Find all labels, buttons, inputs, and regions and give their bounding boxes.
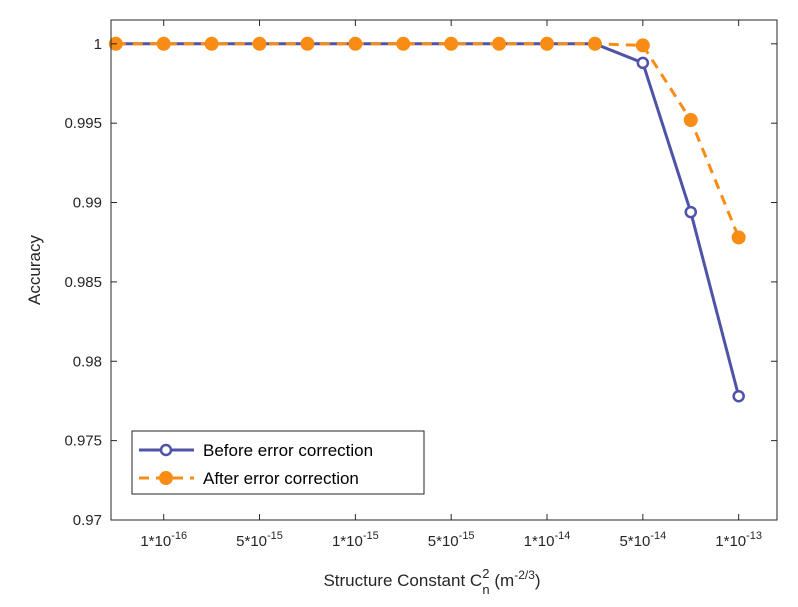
data-point-after-3 <box>252 36 267 51</box>
x-tick-label-exponent: -14 <box>650 530 666 542</box>
x-tick-label-exponent: -13 <box>746 530 762 542</box>
data-point-after-1 <box>156 36 171 51</box>
data-point-after-6 <box>396 36 411 51</box>
y-tick-label: 1 <box>94 36 102 53</box>
x-tick-label: 1*10-16 <box>140 530 187 550</box>
x-tick-label: 5*10-14 <box>619 530 666 550</box>
y-tick-label: 0.985 <box>64 274 102 291</box>
data-point-before-12 <box>684 205 698 219</box>
x-axis-title-unit-exp: -2/3 <box>514 568 535 582</box>
y-tick-label: 0.99 <box>73 195 102 212</box>
x-tick-label-mantissa: 1*10 <box>524 533 555 550</box>
data-point-after-9 <box>540 36 555 51</box>
y-tick-label: 0.995 <box>64 115 102 132</box>
x-tick-label-exponent: -15 <box>459 530 475 542</box>
x-axis-title-sub: n <box>482 582 489 597</box>
series-layer <box>108 36 746 403</box>
axes-frame <box>110 19 778 521</box>
data-point-after-4 <box>300 36 315 51</box>
data-point-after-10 <box>587 36 602 51</box>
data-point-after-11 <box>635 38 650 53</box>
legend-marker-after <box>159 471 173 485</box>
x-axis-title-sup: 2 <box>482 566 489 581</box>
x-axis-title-main: Structure Constant C <box>323 571 482 590</box>
x-tick-label-mantissa: 5*10 <box>428 533 459 550</box>
x-tick-label-exponent: -16 <box>171 530 187 542</box>
legend-label-after: After error correction <box>203 469 359 488</box>
x-axis-title-unit-close: ) <box>535 571 541 590</box>
x-tick-label-mantissa: 5*10 <box>619 533 650 550</box>
y-axis-title: Accuracy <box>25 235 44 305</box>
x-axis-title: Structure Constant C2 n (m-2/3) <box>323 566 540 597</box>
data-point-after-8 <box>492 36 507 51</box>
series-line-after <box>115 42 741 239</box>
y-tick-label: 0.97 <box>73 512 102 529</box>
data-point-before-11 <box>636 56 650 70</box>
data-point-after-2 <box>204 36 219 51</box>
x-tick-label: 5*10-15 <box>236 530 283 550</box>
legend-box <box>131 430 425 495</box>
data-point-after-12 <box>683 113 698 127</box>
x-tick-label-exponent: -15 <box>363 530 379 542</box>
x-tick-label-mantissa: 1*10 <box>715 533 746 550</box>
x-tick-label-mantissa: 5*10 <box>236 533 267 550</box>
x-tick-label: 1*10-15 <box>332 530 379 550</box>
legend-marker-before <box>159 443 173 457</box>
x-axis-title-unit: (m <box>490 571 515 590</box>
x-tick-label: 1*10-14 <box>524 530 571 550</box>
legend-label-before: Before error correction <box>203 441 373 460</box>
data-point-after-7 <box>444 36 459 51</box>
x-tick-label-exponent: -15 <box>267 530 283 542</box>
x-tick-label-exponent: -14 <box>554 530 570 542</box>
x-tick-label: 1*10-13 <box>715 530 762 550</box>
x-tick-label-mantissa: 1*10 <box>332 533 363 550</box>
data-point-after-5 <box>348 36 363 51</box>
legend: Before error correction After error corr… <box>131 430 425 495</box>
x-tick-label: 5*10-15 <box>428 530 475 550</box>
data-point-before-13 <box>732 389 745 403</box>
y-tick-label: 0.975 <box>64 433 102 450</box>
x-tick-label-mantissa: 1*10 <box>140 533 171 550</box>
y-tick-label: 0.98 <box>73 353 102 370</box>
data-point-after-13 <box>731 230 746 245</box>
